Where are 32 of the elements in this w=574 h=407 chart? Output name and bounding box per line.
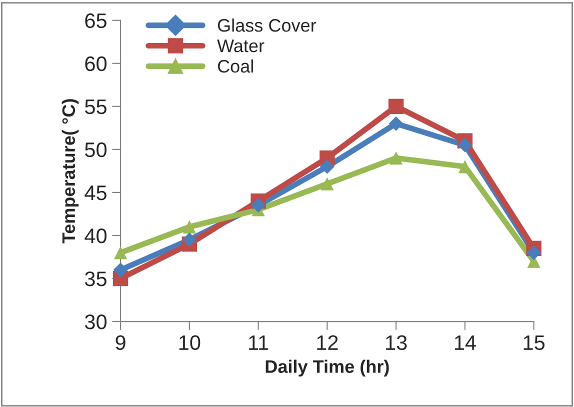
point <box>182 232 197 248</box>
y-tick-label: 30 <box>84 314 107 330</box>
y-tick-label: 65 <box>85 13 106 28</box>
point <box>388 98 404 114</box>
x-tick-label: 12 <box>317 335 338 350</box>
y-axis-title: Temperature( °C) <box>62 99 79 244</box>
y-tick-label: 40 <box>84 228 107 244</box>
point <box>182 220 196 234</box>
y-tick-label: 45 <box>84 186 106 200</box>
legend-label: Glass Cover <box>218 18 316 32</box>
x-tick-label: 15 <box>524 335 545 350</box>
x-tick-label: 11 <box>249 335 268 350</box>
point <box>251 198 266 213</box>
x-tick-label: 13 <box>386 335 407 350</box>
x-tick-label: 10 <box>179 335 200 350</box>
point <box>113 262 128 278</box>
point <box>320 177 334 190</box>
x-tick-label: 14 <box>454 335 476 350</box>
y-tick-label: 35 <box>84 272 106 286</box>
x-tick-label: 9 <box>116 335 126 350</box>
y-tick-label: 60 <box>85 56 107 72</box>
point <box>320 159 334 174</box>
point <box>389 151 403 165</box>
point <box>458 138 472 152</box>
x-axis-title: Daily Time (hr) <box>266 360 389 377</box>
legend-label: Coal <box>218 59 253 73</box>
point <box>114 246 128 260</box>
point <box>526 245 542 260</box>
y-tick-label: 50 <box>85 142 107 158</box>
point <box>388 116 404 131</box>
y-tick-label: 55 <box>85 100 106 114</box>
legend-label: Water <box>217 40 264 52</box>
